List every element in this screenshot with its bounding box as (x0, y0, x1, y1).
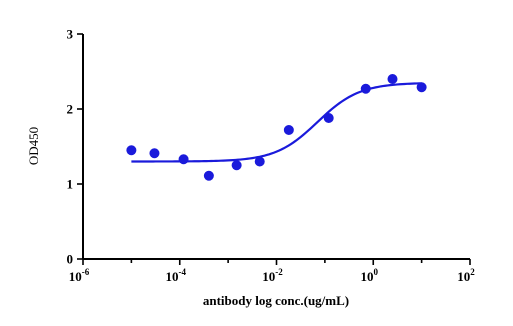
y-tick-label: 0 (67, 252, 74, 267)
data-point (126, 145, 137, 156)
y-tick-label: 2 (67, 102, 74, 117)
data-point (231, 160, 242, 171)
data-point (178, 154, 189, 165)
x-tick-label: 10-4 (166, 267, 187, 284)
y-tick-label: 1 (67, 177, 74, 192)
data-point (323, 113, 334, 123)
data-point (387, 74, 398, 84)
data-point (254, 156, 265, 167)
y-tick-label: 3 (67, 27, 74, 42)
y-axis-ticks: 0 1 2 3 (67, 27, 83, 267)
data-point (360, 83, 371, 94)
data-point (416, 82, 427, 93)
y-axis-title: OD450 (26, 127, 41, 165)
x-tick-label: 100 (361, 267, 379, 284)
data-point (149, 148, 160, 159)
fit-curve (131, 82, 422, 163)
x-tick-label: 102 (457, 267, 475, 284)
plot-area (126, 74, 427, 181)
x-tick-label: 10-2 (262, 267, 283, 284)
x-tick-label: 10-6 (69, 267, 90, 284)
data-point (203, 170, 214, 181)
x-axis-title: antibody log conc.(ug/mL) (203, 293, 349, 308)
data-point (283, 125, 294, 135)
x-axis-ticks: 10-6 10-4 10-2 100 102 (69, 259, 475, 284)
